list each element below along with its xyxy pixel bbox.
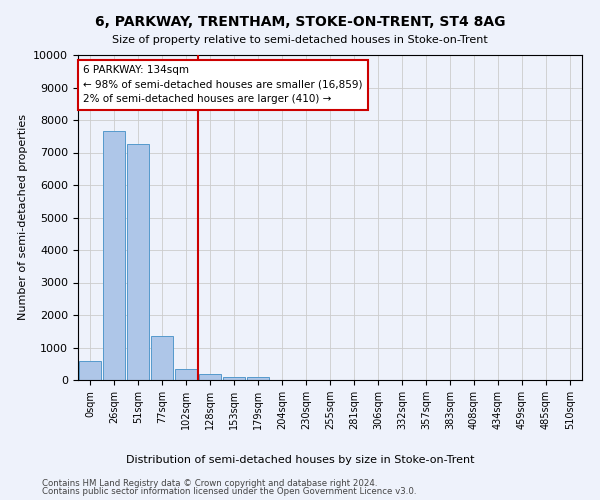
Text: Contains HM Land Registry data © Crown copyright and database right 2024.: Contains HM Land Registry data © Crown c… <box>42 478 377 488</box>
Text: 6 PARKWAY: 134sqm
← 98% of semi-detached houses are smaller (16,859)
2% of semi-: 6 PARKWAY: 134sqm ← 98% of semi-detached… <box>83 64 362 104</box>
Bar <box>127 144 149 380</box>
Bar <box>151 336 173 380</box>
Text: Distribution of semi-detached houses by size in Stoke-on-Trent: Distribution of semi-detached houses by … <box>126 455 474 465</box>
Bar <box>199 374 221 380</box>
Bar <box>175 370 197 380</box>
Bar <box>79 361 101 380</box>
Bar <box>247 377 269 380</box>
Bar <box>103 132 125 380</box>
Text: Contains public sector information licensed under the Open Government Licence v3: Contains public sector information licen… <box>42 487 416 496</box>
Bar <box>223 377 245 380</box>
Text: 6, PARKWAY, TRENTHAM, STOKE-ON-TRENT, ST4 8AG: 6, PARKWAY, TRENTHAM, STOKE-ON-TRENT, ST… <box>95 15 505 29</box>
Text: Size of property relative to semi-detached houses in Stoke-on-Trent: Size of property relative to semi-detach… <box>112 35 488 45</box>
Y-axis label: Number of semi-detached properties: Number of semi-detached properties <box>18 114 28 320</box>
